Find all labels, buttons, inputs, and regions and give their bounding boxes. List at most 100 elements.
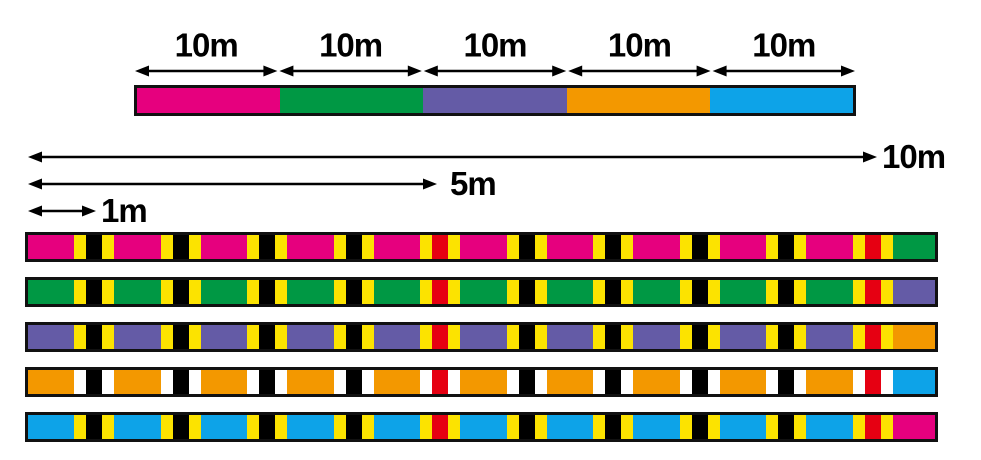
tick-edge — [621, 325, 633, 349]
line-bar-orange-section — [25, 367, 938, 397]
tick-edge — [160, 280, 173, 304]
tick-edge — [160, 325, 173, 349]
tick-edge — [766, 370, 778, 394]
tick-dark — [86, 280, 102, 304]
tick-dark — [691, 280, 708, 304]
tick-edge — [333, 325, 346, 349]
tick-dark — [86, 235, 102, 259]
line-bar-blue-section — [25, 412, 938, 442]
tick-dark — [605, 280, 621, 304]
tick-special-red — [864, 415, 881, 439]
tick-dark — [778, 415, 794, 439]
tick-dark — [172, 370, 189, 394]
tick-dark — [518, 325, 535, 349]
tick-edge — [188, 370, 201, 394]
segment-length-label: 10m — [752, 26, 816, 64]
tick-edge — [275, 280, 287, 304]
line-bar-pink-section — [25, 232, 938, 262]
tick-dark — [691, 325, 708, 349]
tick-edge — [420, 280, 432, 304]
line-bar-green-section — [25, 277, 938, 307]
tick-dark — [345, 415, 362, 439]
tick-dark — [605, 325, 621, 349]
tick-edge — [448, 415, 460, 439]
tick-edge — [420, 370, 432, 394]
tick-dark — [345, 280, 362, 304]
tick-edge — [794, 325, 806, 349]
tick-dark — [259, 325, 275, 349]
tick-dark — [172, 415, 189, 439]
tick-edge — [593, 325, 605, 349]
tick-edge — [275, 325, 287, 349]
tick-edge — [707, 235, 720, 259]
tick-edge — [707, 280, 720, 304]
tick-edge — [448, 280, 460, 304]
segment-arrow-blue — [712, 65, 855, 77]
tick-edge — [679, 235, 692, 259]
tick-edge — [621, 415, 633, 439]
tick-edge — [880, 325, 893, 349]
tick-edge — [448, 235, 460, 259]
tick-edge — [534, 235, 547, 259]
tick-edge — [420, 415, 432, 439]
tick-special-red — [432, 415, 448, 439]
tick-edge — [534, 415, 547, 439]
tick-edge — [333, 235, 346, 259]
segment-length-label: 10m — [174, 26, 239, 64]
tick-edge — [593, 280, 605, 304]
tick-edge — [679, 280, 692, 304]
tick-dark — [345, 370, 362, 394]
tick-edge — [247, 235, 259, 259]
segment-length-label: 10m — [319, 26, 383, 64]
tick-edge — [102, 280, 114, 304]
tick-edge — [621, 370, 633, 394]
segment-length-label: 10m — [463, 26, 527, 64]
tick-edge — [506, 370, 519, 394]
tick-edge — [852, 325, 865, 349]
next-color-segment — [892, 235, 935, 259]
tick-dark — [518, 415, 535, 439]
tick-dark — [518, 280, 535, 304]
tick-edge — [420, 325, 432, 349]
segment-arrow-orange — [568, 65, 711, 77]
ruler-arrow-five-meter — [28, 178, 437, 190]
tick-edge — [361, 370, 374, 394]
tick-dark — [172, 235, 189, 259]
tick-edge — [74, 415, 86, 439]
tick-edge — [247, 415, 259, 439]
top-segment-purple — [423, 88, 567, 113]
tick-edge — [102, 370, 114, 394]
tick-special-red — [432, 370, 448, 394]
tick-dark — [778, 325, 794, 349]
tick-dark — [86, 325, 102, 349]
segment-arrow-green — [279, 65, 422, 77]
tick-edge — [766, 280, 778, 304]
tick-edge — [160, 235, 173, 259]
tick-edge — [766, 325, 778, 349]
tick-edge — [275, 370, 287, 394]
tick-edge — [247, 280, 259, 304]
tick-dark — [172, 325, 189, 349]
tick-edge — [880, 415, 893, 439]
tick-edge — [794, 235, 806, 259]
tick-edge — [766, 235, 778, 259]
tick-special-red — [864, 280, 881, 304]
next-color-segment — [892, 325, 935, 349]
tick-edge — [188, 415, 201, 439]
tick-edge — [361, 280, 374, 304]
top-scale-bar — [134, 85, 856, 116]
tick-dark — [86, 415, 102, 439]
tick-edge — [506, 415, 519, 439]
tick-edge — [160, 370, 173, 394]
tick-edge — [333, 280, 346, 304]
tick-dark — [518, 235, 535, 259]
tick-special-red — [432, 235, 448, 259]
top-segment-blue — [709, 88, 853, 113]
tick-edge — [852, 280, 865, 304]
next-color-segment — [892, 370, 935, 394]
tick-edge — [534, 280, 547, 304]
tick-edge — [794, 370, 806, 394]
tick-edge — [74, 280, 86, 304]
tick-edge — [621, 280, 633, 304]
